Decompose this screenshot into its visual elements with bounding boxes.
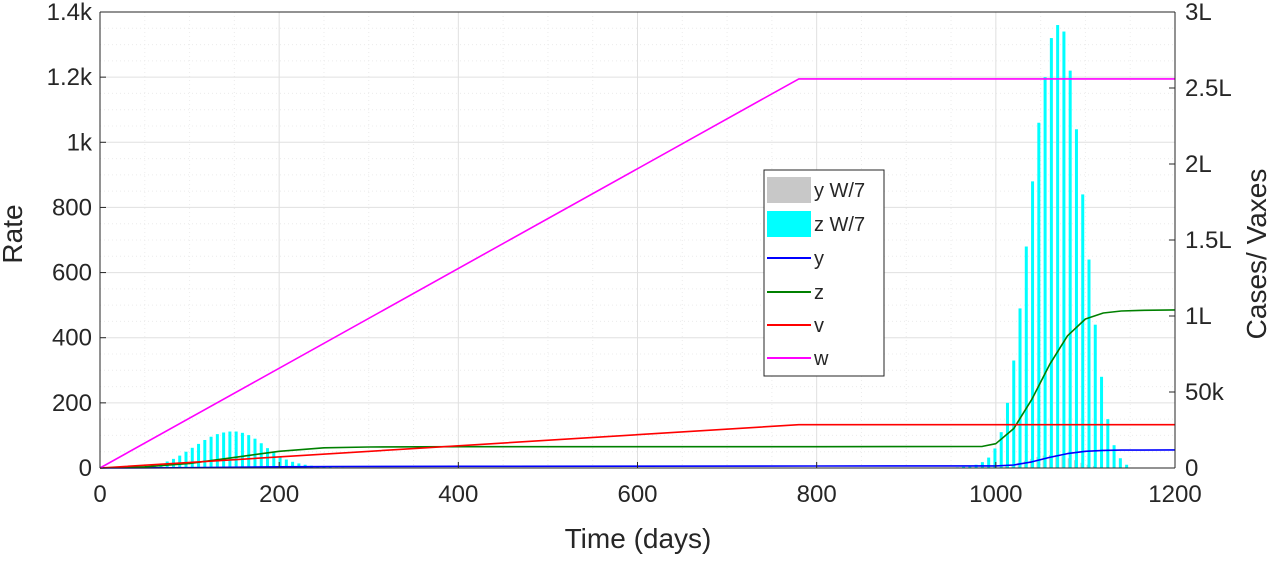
bar-z-w-7 <box>1012 361 1015 468</box>
y-left-tick-label: 1k <box>67 129 93 156</box>
bar-z-w-7 <box>241 433 244 468</box>
x-tick-label: 800 <box>797 481 837 508</box>
bar-z-w-7 <box>1025 247 1028 468</box>
legend-swatch-y-w7 <box>767 177 811 203</box>
x-tick-label: 400 <box>438 481 478 508</box>
bar-z-w-7 <box>235 432 238 468</box>
y-right-tick-label: 0 <box>1185 455 1198 482</box>
legend-label-v: v <box>814 315 824 337</box>
bar-z-w-7 <box>185 452 188 468</box>
y-right-tick-label: 1L <box>1185 303 1212 330</box>
bar-z-w-7 <box>272 453 275 468</box>
x-tick-label: 0 <box>93 481 106 508</box>
bar-z-w-7 <box>178 456 181 468</box>
bar-z-w-7 <box>228 432 231 468</box>
y-axis-right-title: Cases/ Vaxes <box>1241 169 1272 340</box>
bar-z-w-7 <box>260 443 263 468</box>
bar-z-w-7 <box>981 462 984 468</box>
legend-label-z: z <box>814 282 824 304</box>
bar-z-w-7 <box>1050 38 1053 468</box>
bar-z-w-7 <box>216 434 219 468</box>
bar-z-w-7 <box>1119 458 1122 468</box>
legend-label-y: y <box>814 248 824 270</box>
y-right-tick-label: 3L <box>1185 0 1212 26</box>
legend: y W/7 z W/7 y z v w <box>764 170 884 376</box>
bar-z-w-7 <box>1075 129 1078 468</box>
legend-label-z-w7: z W/7 <box>814 214 865 236</box>
x-tick-label: 200 <box>259 481 299 508</box>
bar-z-w-7 <box>191 448 194 468</box>
x-tick-label: 1200 <box>1148 481 1201 508</box>
y-left-tick-label: 800 <box>52 194 92 221</box>
y-right-tick-label: 1.5L <box>1185 227 1232 254</box>
y-left-tick-label: 1.2k <box>47 64 93 91</box>
legend-swatch-z-w7 <box>767 211 811 237</box>
bar-z-w-7 <box>222 432 225 468</box>
y-left-tick-label: 0 <box>79 455 92 482</box>
legend-label-w: w <box>813 348 829 370</box>
bar-z-w-7 <box>1106 419 1109 468</box>
y-right-tick-label: 2L <box>1185 151 1212 178</box>
bar-z-w-7 <box>1019 308 1022 468</box>
legend-label-y-w7: y W/7 <box>814 180 865 202</box>
bar-z-w-7 <box>1056 25 1059 468</box>
bar-z-w-7 <box>1113 445 1116 468</box>
bar-z-w-7 <box>253 439 256 468</box>
y-axis-left-title: Rate <box>0 204 28 263</box>
x-tick-label: 600 <box>617 481 657 508</box>
bar-z-w-7 <box>247 435 250 468</box>
bar-z-w-7 <box>1088 260 1091 468</box>
y-right-tick-label: 2.5L <box>1185 75 1232 102</box>
bar-z-w-7 <box>197 444 200 468</box>
y-left-tick-label: 600 <box>52 260 92 287</box>
bar-z-w-7 <box>203 440 206 468</box>
bar-z-w-7 <box>1094 325 1097 468</box>
x-axis-title: Time (days) <box>565 523 712 554</box>
bar-z-w-7 <box>1069 71 1072 468</box>
y-right-tick-label: 50k <box>1185 379 1225 406</box>
bar-z-w-7 <box>1100 377 1103 468</box>
x-tick-label: 1000 <box>969 481 1022 508</box>
y-left-tick-label: 400 <box>52 325 92 352</box>
bar-z-w-7 <box>1062 32 1065 468</box>
y-left-tick-label: 200 <box>52 390 92 417</box>
bar-z-w-7 <box>1037 123 1040 468</box>
bar-z-w-7 <box>1081 194 1084 468</box>
bar-z-w-7 <box>210 437 213 468</box>
y-left-tick-label: 1.4k <box>47 0 93 26</box>
bar-z-w-7 <box>1044 77 1047 468</box>
